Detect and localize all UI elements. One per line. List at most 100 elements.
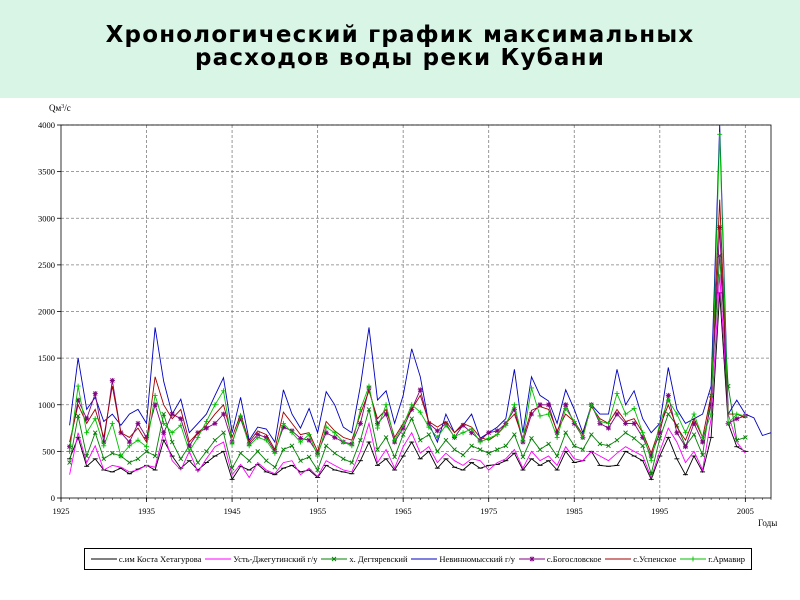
data-point [528, 385, 534, 391]
chart-title-line-2: расходов воды реки Кубани [194, 45, 606, 71]
data-point [606, 443, 611, 449]
data-point [221, 430, 226, 436]
data-point [110, 450, 115, 456]
data-point [92, 391, 98, 397]
data-point [486, 450, 492, 456]
x-tick-label: 1945 [224, 506, 241, 516]
data-point [84, 453, 89, 459]
data-point [631, 405, 637, 411]
data-point [101, 456, 107, 462]
data-point [717, 131, 723, 137]
data-point [631, 436, 637, 441]
title-band [0, 0, 800, 98]
data-point [563, 430, 569, 436]
data-point [486, 435, 492, 441]
data-point [357, 420, 363, 426]
x-tick-label: 1965 [395, 506, 412, 516]
series-line [69, 274, 746, 479]
data-point [289, 443, 295, 449]
legend-item: х. Дегтяревский [321, 554, 408, 564]
y-tick-label: 3500 [38, 167, 55, 177]
data-point [169, 411, 175, 417]
y-tick-label: 2000 [38, 307, 55, 317]
data-point [375, 447, 380, 452]
data-point [700, 439, 706, 445]
data-point [272, 450, 278, 456]
data-point [640, 434, 646, 440]
data-point [400, 425, 406, 431]
data-point [700, 434, 706, 440]
data-point [280, 424, 286, 430]
data-point [161, 411, 166, 417]
data-point [623, 420, 629, 426]
data-point [315, 453, 321, 459]
data-point [426, 432, 432, 437]
data-point [537, 447, 543, 452]
x-tick-label: 1995 [651, 506, 668, 516]
data-point [101, 439, 107, 445]
data-point [358, 437, 363, 443]
data-point [332, 450, 338, 456]
data-point [417, 387, 423, 393]
series-layer [67, 124, 772, 481]
data-point [520, 437, 526, 443]
data-point [280, 420, 286, 426]
data-point [691, 432, 697, 437]
legend-label: х. Дегтяревский [349, 554, 408, 564]
data-point [657, 420, 663, 426]
data-point [281, 447, 286, 452]
data-point [409, 402, 415, 408]
data-point [605, 420, 611, 426]
data-point [435, 449, 440, 454]
data-point [306, 437, 312, 443]
x-tick-label: 1975 [480, 506, 497, 516]
data-point [383, 435, 389, 440]
data-point [434, 434, 440, 440]
data-point [178, 456, 184, 462]
data-point [135, 437, 141, 443]
data-point [452, 447, 457, 452]
data-point [323, 443, 329, 449]
x-tick-label: 1955 [309, 506, 326, 516]
data-point [400, 422, 406, 428]
data-point [563, 402, 569, 408]
series-line [69, 199, 746, 455]
data-point [520, 454, 526, 460]
data-point [204, 449, 209, 454]
data-point [238, 416, 244, 422]
data-point [272, 464, 278, 470]
y-tick-label: 1000 [38, 400, 55, 410]
data-point [494, 428, 500, 434]
series-6 [69, 199, 746, 455]
data-point [434, 428, 440, 434]
data-point [92, 430, 98, 436]
data-point [734, 416, 740, 422]
data-point [306, 454, 312, 460]
data-point [443, 422, 449, 428]
data-point [477, 447, 483, 452]
data-point [315, 450, 321, 456]
y-tick-label: 500 [42, 446, 55, 456]
data-point [451, 433, 457, 439]
series-line [69, 227, 746, 458]
x-tick-label: 1925 [53, 506, 70, 516]
data-point [383, 402, 389, 408]
series-7 [67, 131, 748, 464]
data-point [92, 416, 98, 422]
data-point [580, 447, 586, 452]
data-point [152, 453, 158, 459]
data-point [238, 450, 243, 456]
legend-label: Невинномысский г/у [439, 554, 516, 564]
data-point [648, 458, 654, 464]
data-point [144, 444, 150, 450]
data-point [665, 397, 671, 403]
data-point [460, 452, 466, 458]
data-point [126, 443, 132, 449]
data-point [648, 471, 654, 477]
data-point [554, 453, 560, 459]
data-point [349, 443, 355, 449]
data-point [298, 439, 304, 445]
data-point [640, 443, 646, 449]
data-point [67, 444, 73, 450]
data-point [640, 430, 646, 436]
